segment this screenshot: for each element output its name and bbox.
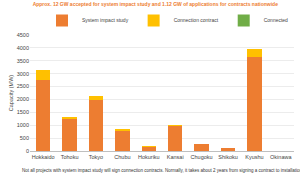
- svg-text:Hokuriku: Hokuriku: [138, 154, 160, 160]
- svg-text:2500: 2500: [17, 83, 29, 89]
- svg-text:Capacity (MW): Capacity (MW): [8, 75, 14, 112]
- svg-text:Tohoku: Tohoku: [61, 154, 79, 160]
- svg-text:Chugoku: Chugoku: [191, 154, 213, 160]
- svg-text:Not all projects with system i: Not all projects with system impact stud…: [22, 168, 300, 173]
- svg-text:3500: 3500: [17, 58, 29, 64]
- svg-text:Shikoku: Shikoku: [218, 154, 238, 160]
- svg-text:System impact study: System impact study: [82, 17, 129, 23]
- svg-text:500: 500: [20, 135, 29, 141]
- svg-text:Chubu: Chubu: [114, 154, 130, 160]
- svg-text:4500: 4500: [17, 32, 29, 38]
- svg-text:Okinawa: Okinawa: [270, 154, 292, 160]
- svg-text:Kansai: Kansai: [167, 154, 184, 160]
- svg-text:3000: 3000: [17, 71, 29, 77]
- svg-text:Connection contract: Connection contract: [174, 17, 219, 23]
- svg-text:4000: 4000: [17, 45, 29, 51]
- svg-text:1000: 1000: [17, 122, 29, 128]
- svg-text:0: 0: [26, 148, 29, 154]
- svg-text:Approx. 12 GW accepted for sys: Approx. 12 GW accepted for system impact…: [33, 1, 279, 7]
- svg-text:Kyushu: Kyushu: [245, 154, 263, 160]
- svg-text:1500: 1500: [17, 109, 29, 115]
- svg-text:Hokkaido: Hokkaido: [32, 154, 55, 160]
- svg-text:Tokyo: Tokyo: [89, 154, 103, 160]
- svg-text:Connected: Connected: [264, 17, 288, 23]
- svg-text:2000: 2000: [17, 96, 29, 102]
